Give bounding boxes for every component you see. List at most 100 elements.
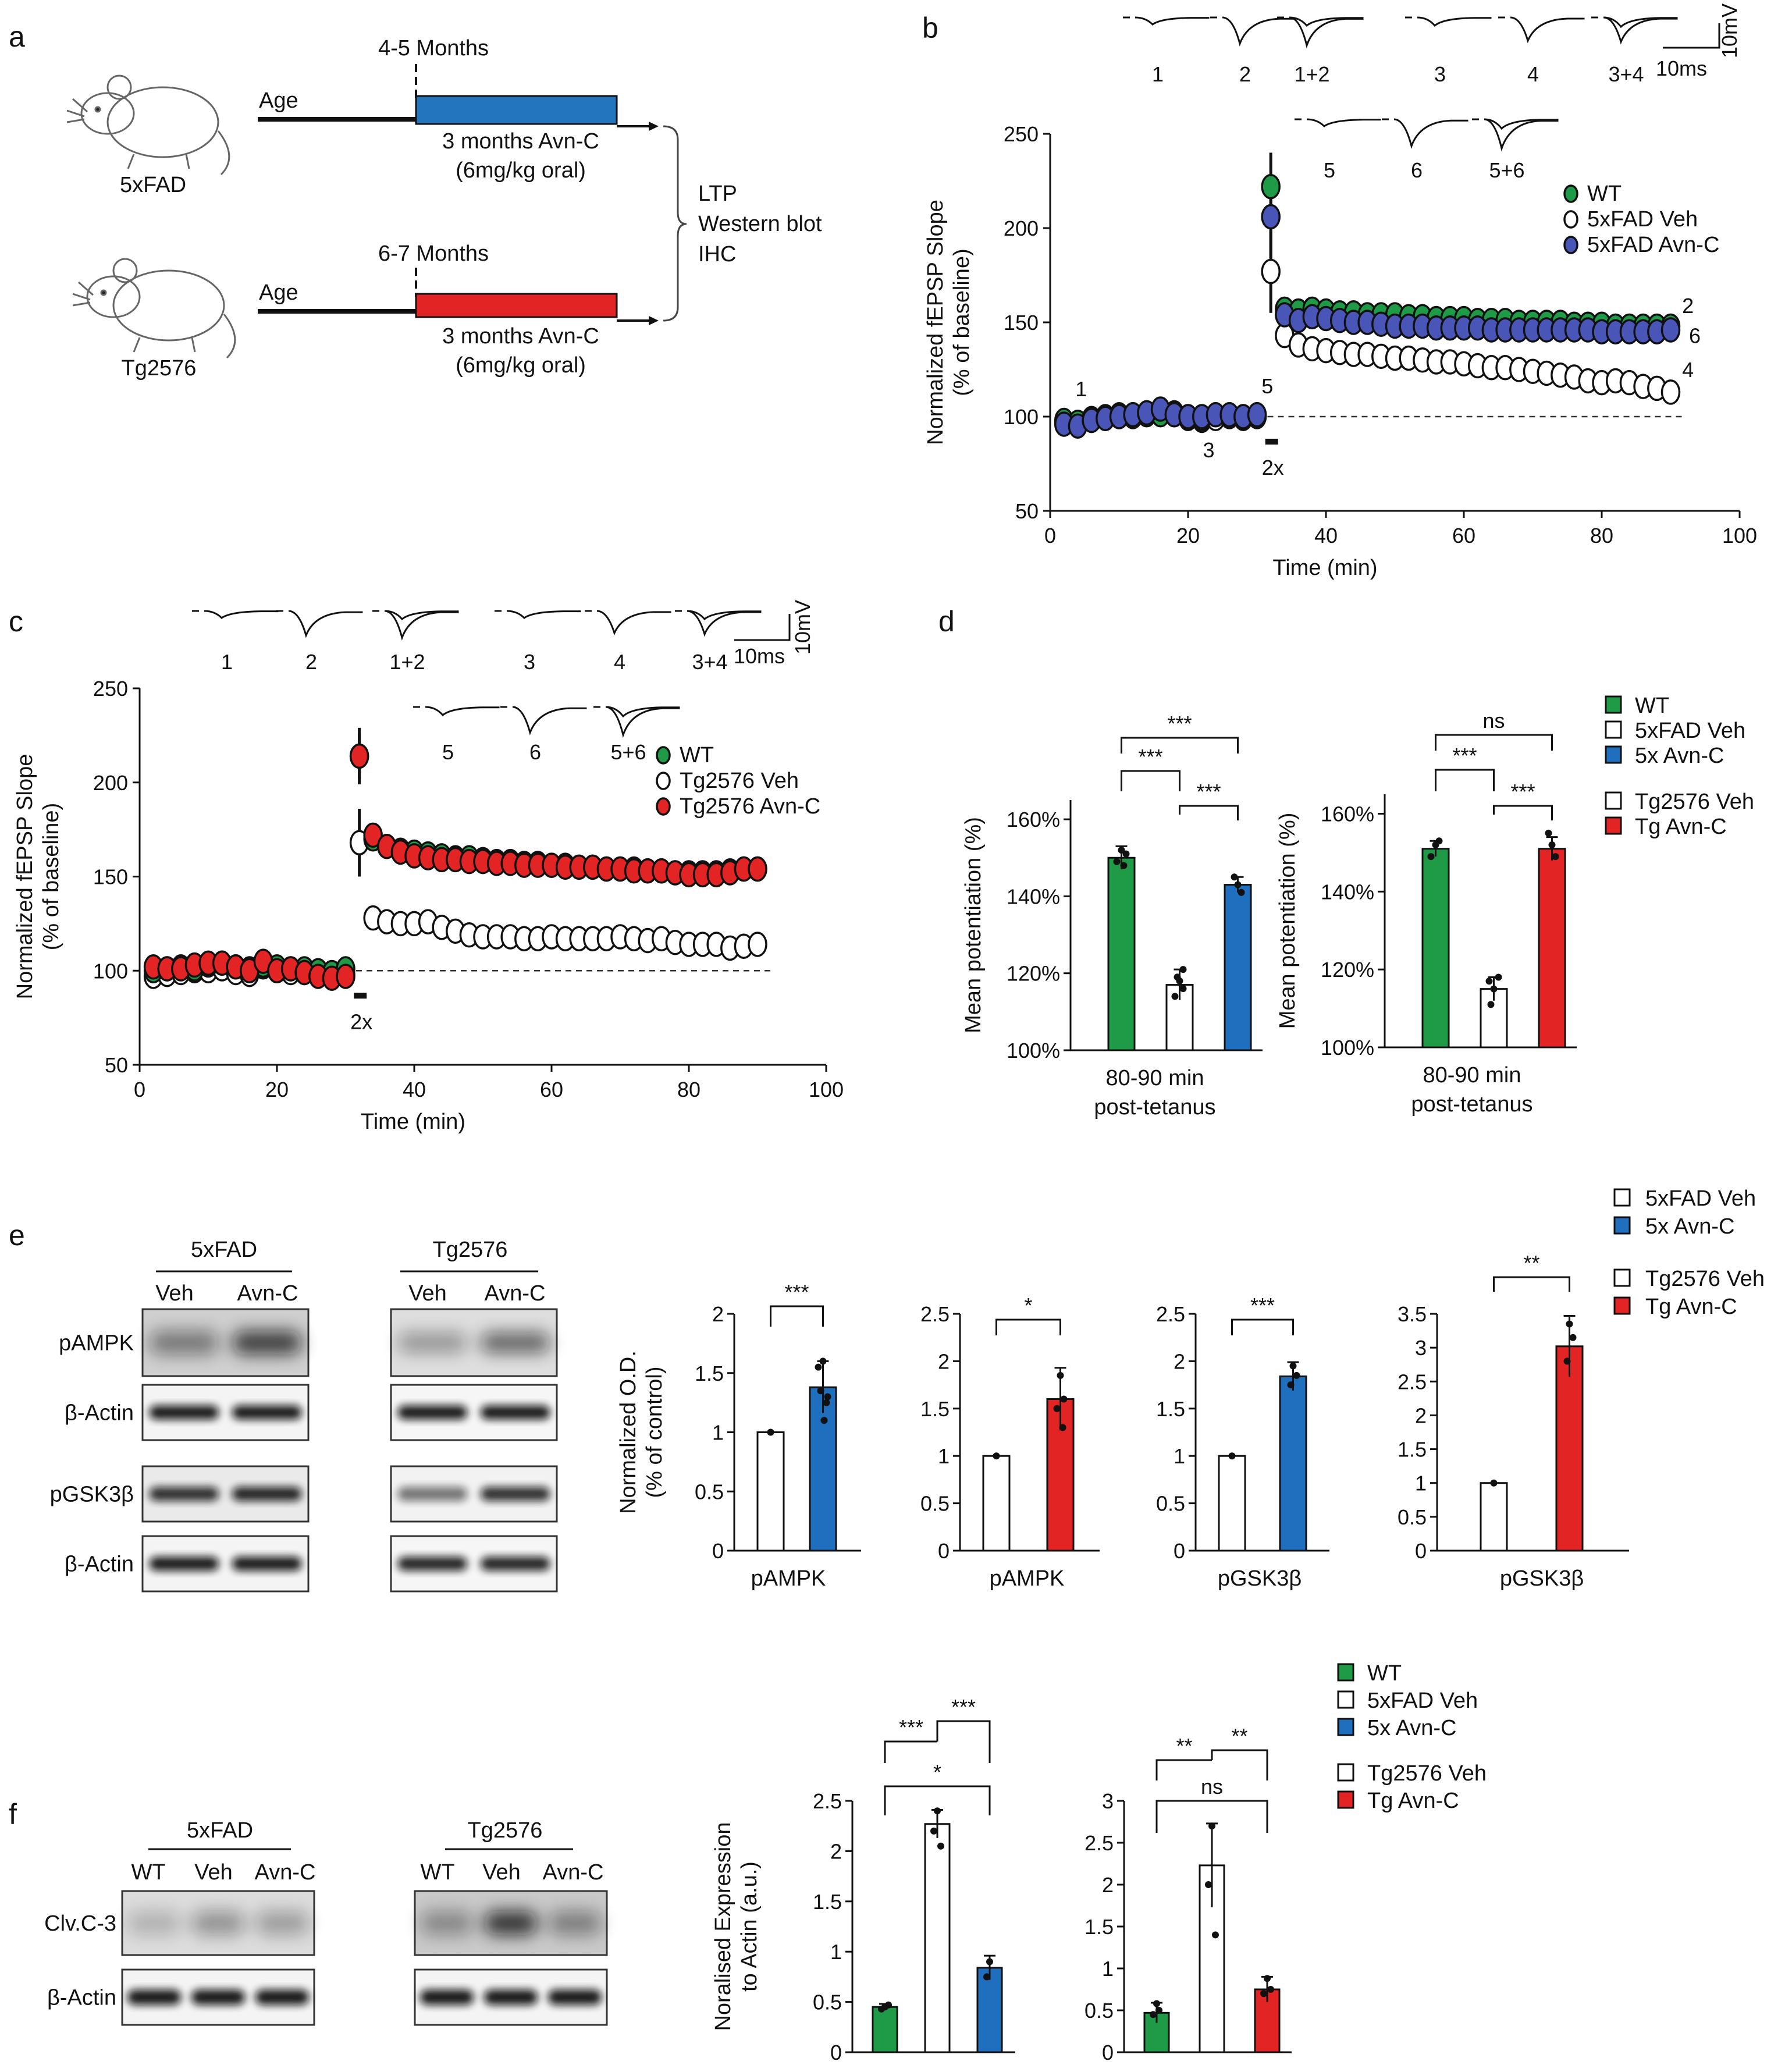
legend-swatch bbox=[1613, 1188, 1631, 1207]
x-tick-label: 80 bbox=[1590, 524, 1613, 548]
panel-c-label: c bbox=[9, 605, 23, 638]
bar bbox=[1480, 1482, 1508, 1552]
data-point bbox=[748, 856, 767, 882]
y-tick-label: 100 bbox=[1004, 405, 1039, 429]
panel-d: d 100%120%140%160%*********80-90 minpost… bbox=[938, 605, 1754, 1119]
legend-swatch bbox=[1605, 695, 1622, 714]
y-tick-label: 2.5 bbox=[1398, 1370, 1427, 1394]
x-tick-label: 20 bbox=[265, 1078, 289, 1101]
y-tick-label: 2 bbox=[1102, 1873, 1114, 1897]
blot-row-label: Clv.C-3 bbox=[44, 1911, 116, 1936]
x-axis-title: pAMPK bbox=[751, 1566, 826, 1591]
significance-bracket bbox=[1155, 1800, 1268, 1833]
y-tick-label: 50 bbox=[105, 1053, 128, 1077]
x-tick-label: 20 bbox=[1176, 524, 1200, 548]
legend-label: WT bbox=[680, 743, 714, 767]
x-tick-label: 60 bbox=[1452, 524, 1475, 548]
fepsp-trace-overlay bbox=[1289, 16, 1364, 49]
significance-bracket bbox=[1435, 734, 1553, 751]
data-dot bbox=[1057, 1371, 1064, 1379]
blot-band bbox=[149, 1487, 219, 1501]
significance-bracket bbox=[936, 1720, 991, 1763]
significance-label: *** bbox=[1167, 712, 1192, 735]
data-dot bbox=[1122, 850, 1130, 858]
significance-label: ns bbox=[1482, 709, 1505, 733]
fepsp-trace bbox=[1405, 16, 1492, 27]
legend-f: WT 5xFAD Veh 5x Avn-C Tg2576 Veh Tg Avn-C bbox=[1337, 1661, 1487, 1813]
mouse-tg2576-icon bbox=[72, 258, 236, 359]
legend-swatch bbox=[1337, 1690, 1354, 1709]
fepsp-trace-overlay bbox=[1484, 118, 1559, 152]
data-point bbox=[1261, 204, 1281, 230]
tetanus-label: 2x bbox=[350, 1010, 372, 1033]
y-tick-label: 2.5 bbox=[813, 1789, 842, 1813]
trace-label: 3+4 bbox=[1608, 62, 1644, 86]
bar bbox=[1555, 1345, 1584, 1552]
significance-bracket bbox=[770, 1305, 824, 1327]
blot-band bbox=[232, 1405, 302, 1420]
bar bbox=[872, 2006, 898, 2053]
chart-d2: 100%120%140%160%ns******80-90 minpost-te… bbox=[1275, 709, 1577, 1117]
y-axis-title: Normalized O.D. bbox=[616, 1350, 641, 1514]
scale-bar bbox=[1663, 23, 1720, 49]
y-tick-label: 160% bbox=[1007, 808, 1060, 831]
y-axis-title: Noralised Expression bbox=[711, 1822, 735, 2031]
legend-swatch bbox=[1613, 1296, 1631, 1315]
legend-swatch bbox=[1337, 1663, 1354, 1682]
blot-row-label: β-Actin bbox=[47, 1986, 116, 2010]
y-tick-label: 1.5 bbox=[920, 1397, 950, 1421]
y-tick-label: 0 bbox=[1415, 1539, 1427, 1563]
chart-e4: 0 0.5 1 1.5 2 2.5 3 3.5 ** pGSK3β bbox=[1398, 1251, 1629, 1591]
scale-bar bbox=[734, 614, 791, 641]
x-axis-title: pGSK3β bbox=[1500, 1566, 1584, 1591]
legend-swatch bbox=[1613, 1216, 1631, 1235]
x-tick-label: 60 bbox=[540, 1078, 563, 1101]
legend-swatch bbox=[1605, 720, 1622, 739]
significance-bracket bbox=[1155, 1759, 1212, 1780]
legend-label: 5x Avn-C bbox=[1367, 1716, 1456, 1740]
outcome-ltp: LTP bbox=[698, 182, 737, 206]
legend-label: 5xFAD Avn-C bbox=[1587, 233, 1719, 257]
x-tick-label: 40 bbox=[1314, 524, 1338, 548]
fepsp-trace-overlay bbox=[687, 610, 762, 637]
significance-label: ** bbox=[1231, 1724, 1247, 1748]
significance-label: *** bbox=[1250, 1293, 1275, 1317]
trace-label: 1+2 bbox=[389, 650, 425, 674]
legend-swatch bbox=[1605, 791, 1622, 810]
significance-label: ** bbox=[1176, 1734, 1192, 1758]
significance-label: ns bbox=[1201, 1775, 1223, 1799]
blot-title: 5xFAD bbox=[191, 1238, 257, 1262]
y-tick-label: 1 bbox=[938, 1444, 950, 1468]
arrow-head-icon bbox=[649, 316, 659, 325]
blot-row-label: β-Actin bbox=[65, 1401, 134, 1426]
y-tick-label: 0.5 bbox=[920, 1492, 950, 1516]
treatment-bar-tg2576 bbox=[415, 293, 618, 318]
significance-bracket bbox=[1493, 805, 1553, 820]
point-label: 5 bbox=[1261, 374, 1273, 398]
significance-label: * bbox=[1024, 1293, 1032, 1317]
fepsp-trace bbox=[593, 706, 680, 718]
y-tick-label: 1 bbox=[1415, 1472, 1427, 1495]
scale-x-label: 10ms bbox=[734, 644, 785, 668]
blot-row-label: β-Actin bbox=[65, 1552, 134, 1577]
y-tick-label: 0 bbox=[938, 1539, 950, 1563]
y-tick-label: 100% bbox=[1007, 1039, 1060, 1062]
data-point bbox=[349, 743, 369, 769]
blot-title: Tg2576 bbox=[468, 1818, 543, 1843]
fepsp-trace bbox=[1498, 16, 1585, 44]
point-label: 3 bbox=[1203, 438, 1215, 462]
timepoint-5xfad: 4-5 Months bbox=[378, 36, 489, 61]
fepsp-trace-overlay bbox=[384, 610, 459, 641]
y-tick-label: 100 bbox=[93, 959, 128, 983]
trace-label: 5 bbox=[1324, 158, 1335, 182]
trace-label: 5 bbox=[442, 740, 454, 764]
significance-bracket bbox=[884, 1740, 937, 1763]
age-label: Age bbox=[259, 280, 298, 305]
legend-label: Tg2576 Veh bbox=[1635, 790, 1754, 814]
data-dot bbox=[824, 1393, 831, 1401]
blot-band bbox=[255, 1911, 310, 1935]
legend-marker bbox=[656, 797, 671, 816]
